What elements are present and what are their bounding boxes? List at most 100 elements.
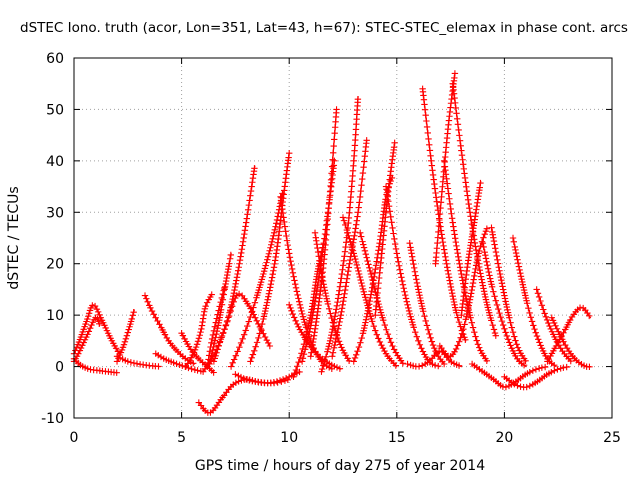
data-point [391,235,398,243]
data-point [423,117,430,125]
data-point [360,163,367,171]
data-point [249,377,256,385]
data-point [231,283,239,291]
data-point [333,364,341,371]
data-point [128,315,136,323]
data-point [337,341,344,348]
y-tick-label: 0 [55,360,64,376]
data-point [398,277,406,285]
series-arc-14 [199,290,274,375]
data-point [257,325,265,333]
data-point [234,348,241,355]
data-point [366,297,373,305]
data-point [453,110,460,117]
data-point [458,330,466,337]
data-point [519,281,527,288]
data-point [407,313,414,320]
data-point [208,291,215,298]
data-point [472,265,479,273]
data-point [362,296,370,304]
data-point [271,226,279,234]
data-point [429,341,437,349]
data-point [304,337,311,345]
data-point [410,264,418,272]
data-point [393,250,400,257]
data-point [429,171,437,179]
data-point [299,355,307,362]
data-point [319,365,326,373]
data-point [228,303,236,310]
data-point [511,243,519,251]
data-point [508,324,515,331]
data-point [285,154,292,161]
data-point [329,156,336,163]
data-point [488,224,495,231]
data-point [331,341,338,349]
data-point [495,305,502,313]
data-point [538,302,546,309]
data-point [236,257,244,264]
data-point [463,313,470,320]
data-point [224,317,231,324]
data-point [458,270,465,278]
series-arc-44 [544,304,593,365]
data-point [320,281,327,288]
data-point [487,278,495,285]
series-arc-38 [458,179,484,319]
data-point [355,343,363,351]
data-point [300,351,308,358]
data-point [239,242,246,249]
series-arc-19 [286,301,344,372]
data-point [483,258,490,265]
data-point [484,265,492,272]
data-point [405,307,413,315]
data-point [440,242,447,250]
data-point [338,270,346,278]
data-point [148,307,156,315]
data-point [324,345,332,353]
data-point [328,331,335,339]
data-point [532,366,540,373]
data-point [360,244,368,251]
data-point [384,331,392,338]
data-point [361,291,368,298]
data-point [413,276,420,283]
data-point [331,129,338,137]
data-point [404,360,411,368]
data-point [176,361,183,369]
data-point [405,304,412,312]
data-point [435,362,442,370]
data-point [351,232,358,239]
data-point [447,280,454,287]
data-point [113,369,120,376]
data-point [188,365,195,373]
data-point [428,162,436,169]
series-arc-41 [509,234,558,369]
data-point [251,299,259,306]
data-point [240,331,248,338]
data-point [269,270,276,278]
data-point [460,161,467,168]
data-point [404,301,411,309]
data-point [318,270,325,277]
data-point [260,270,267,278]
data-point [463,188,471,195]
data-point [481,230,488,238]
data-point [416,294,424,302]
data-point [490,326,498,333]
data-point [295,295,302,302]
data-point [455,126,462,134]
data-point [200,311,207,319]
data-point [361,247,369,255]
data-point [473,337,480,344]
data-point [492,297,499,304]
data-point [464,196,472,204]
data-point [398,274,405,281]
data-point [518,275,525,283]
data-point [449,292,456,300]
data-point [339,266,346,273]
data-point [328,163,336,170]
data-point [289,310,297,318]
data-point [443,260,450,268]
data-point [455,257,463,264]
